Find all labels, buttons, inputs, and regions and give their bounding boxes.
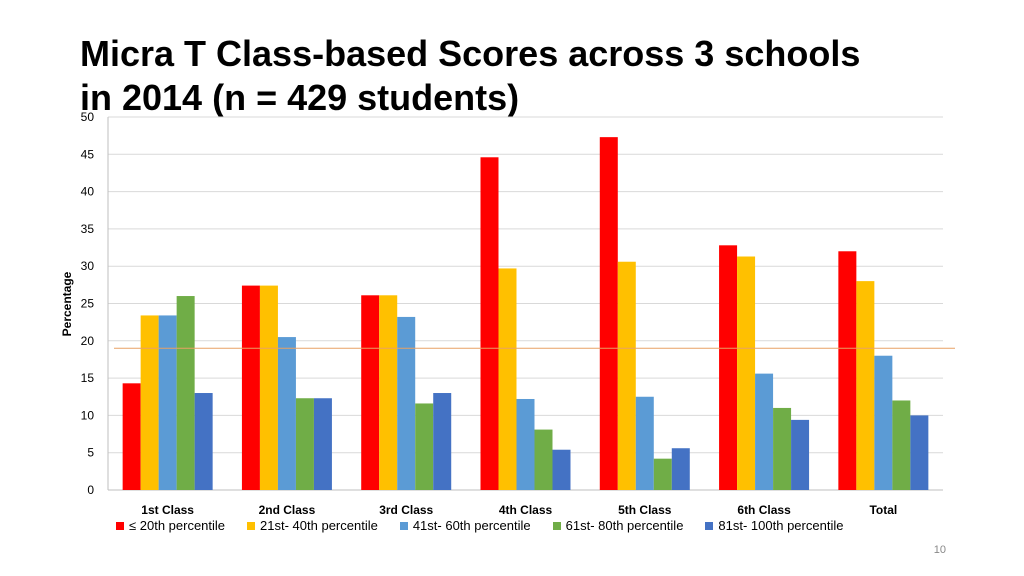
legend-swatch: [399, 521, 408, 530]
legend-label: 21st- 40th percentile: [260, 518, 378, 533]
y-axis-label: Percentage: [60, 271, 74, 336]
y-tick-label: 20: [81, 334, 95, 348]
bar: [599, 137, 618, 490]
bar: [773, 407, 792, 490]
x-tick-label: 4th Class: [499, 503, 553, 517]
bar: [617, 261, 636, 490]
bar: [361, 295, 380, 490]
chart-legend: ≤ 20th percentile 21st- 40th percentile 41…: [116, 518, 843, 533]
bar: [397, 316, 416, 490]
slide-title-line2: in 2014 (n = 429 students): [80, 77, 520, 118]
slide-title: Micra T Class-based Scores across 3 scho…: [80, 32, 980, 120]
bar: [140, 315, 159, 490]
bar: [755, 373, 774, 490]
y-tick-label: 45: [81, 147, 95, 161]
y-tick-label: 50: [81, 110, 95, 124]
bar: [737, 256, 756, 490]
y-tick-label: 40: [81, 185, 95, 199]
bar: [158, 315, 177, 490]
bar: [516, 398, 535, 490]
legend-label: 41st- 60th percentile: [412, 518, 531, 533]
bar: [653, 458, 672, 490]
x-tick-label: 6th Class: [737, 503, 791, 517]
bar: [910, 415, 929, 490]
bar: [635, 396, 654, 490]
bar: [838, 251, 857, 490]
legend-label: 81st- 100th percentile: [718, 518, 844, 533]
x-tick-label: 2nd Class: [259, 503, 316, 517]
y-tick-label: 5: [87, 446, 94, 460]
legend-label: ≤ 20th percentile: [129, 518, 226, 533]
bar: [259, 285, 278, 490]
bar: [433, 393, 452, 490]
bar: [719, 245, 738, 490]
bar: [892, 400, 911, 490]
x-tick-label: 3rd Class: [379, 503, 433, 517]
x-tick-label: 1st Class: [141, 503, 194, 517]
bar: [241, 285, 260, 490]
bar: [534, 429, 553, 490]
bars: [122, 137, 929, 490]
legend-swatch: [247, 521, 256, 530]
bar: [856, 281, 875, 490]
legend-swatch: [552, 521, 561, 530]
x-tick-label: 5th Class: [618, 503, 672, 517]
bar: [176, 296, 195, 490]
legend-item: 61st- 80th percentile: [552, 518, 684, 533]
y-tick-label: 0: [87, 483, 94, 497]
page-number: 10: [933, 544, 946, 556]
bar: [379, 295, 398, 490]
legend-swatch: [705, 521, 714, 530]
legend-swatch: [116, 521, 124, 530]
bar: [295, 398, 314, 490]
slide-title-line1: Micra T Class-based Scores across 3 scho…: [80, 33, 861, 74]
bar: [122, 383, 141, 490]
bar: [498, 268, 517, 490]
legend-item: 21st- 40th percentile: [247, 518, 378, 533]
legend-item: 81st- 100th percentile: [705, 518, 843, 533]
bar: [313, 398, 332, 490]
y-tick-label: 10: [81, 408, 95, 422]
bar: [415, 403, 434, 490]
bar: [552, 449, 571, 490]
y-tick-label: 25: [81, 297, 95, 311]
bar: [874, 355, 893, 490]
bar: [277, 337, 296, 490]
x-tick-label: Total: [869, 503, 897, 517]
legend-item: 41st- 60th percentile: [399, 518, 531, 533]
y-tick-label: 35: [81, 222, 95, 236]
y-tick-label: 15: [81, 371, 95, 385]
bar: [480, 157, 499, 490]
bar: [194, 393, 213, 490]
axes: 0 5 10 15 20 25 30 35 40 45 50 1st Class 2nd Class 3r…: [81, 110, 898, 517]
legend-label: 61st- 80th percentile: [565, 518, 684, 533]
bar: [791, 419, 810, 490]
y-tick-label: 30: [81, 259, 95, 273]
legend-item: ≤ 20th percentile: [116, 518, 225, 533]
bar: [671, 448, 690, 490]
